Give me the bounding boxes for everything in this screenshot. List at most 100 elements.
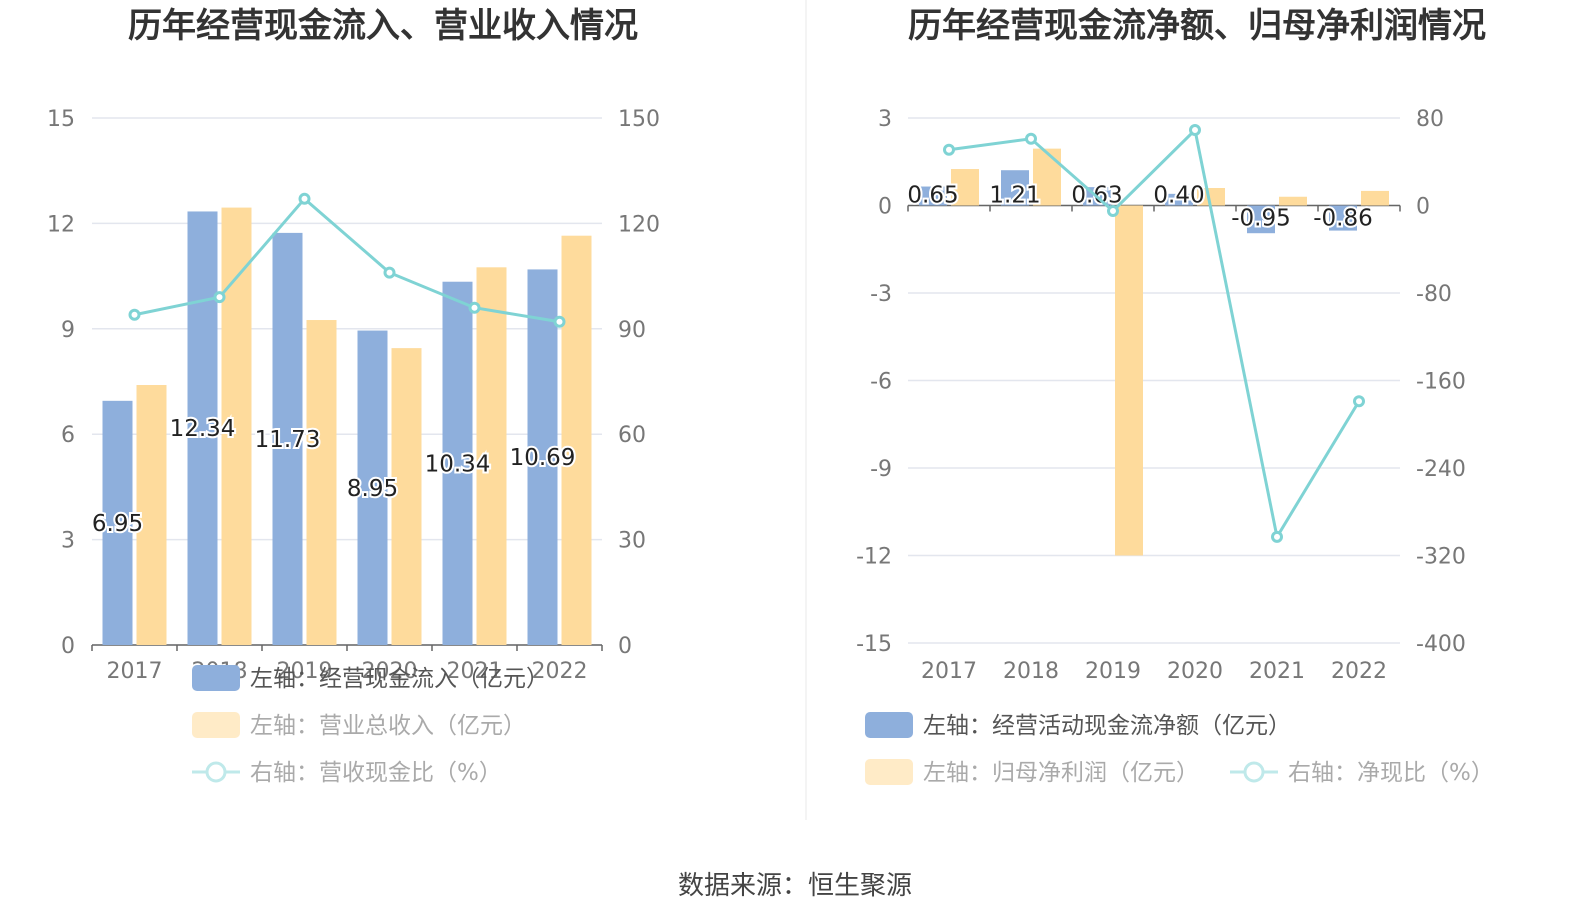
left-axis-tick-label: -3 (870, 282, 892, 307)
chart-left: 历年经营现金流入、营业收入情况 036912150306090120150201… (47, 6, 660, 786)
right-axis-tick-label: -320 (1416, 545, 1466, 570)
bar-orange (221, 207, 252, 645)
bar-blue (357, 330, 388, 645)
legend-swatch-point (205, 761, 227, 783)
line-point (128, 308, 141, 321)
category-label: 2018 (1003, 659, 1059, 684)
line-point (1271, 530, 1283, 543)
legend-label: 左轴：经营现金流入（亿元） (250, 666, 549, 692)
bar-data-label: 10.69 (510, 445, 576, 471)
bar-blue (1165, 193, 1193, 206)
legend-swatch-point (1243, 761, 1265, 783)
right-axis-tick-label: 0 (1416, 195, 1430, 220)
legend-swatch-bar (865, 712, 913, 738)
bar-orange (1197, 188, 1225, 206)
right-axis-tick-label: 0 (618, 634, 632, 659)
line-series-path (948, 127, 1361, 541)
left-axis-tick-label: 3 (61, 529, 75, 554)
bar-blue (919, 186, 947, 206)
right-axis-tick-label: 120 (618, 212, 660, 237)
category-label: 2021 (447, 659, 503, 684)
bar-data-label: 11.73 (255, 427, 321, 453)
legend-swatch-bar (865, 759, 913, 785)
legend-swatch-bar (192, 665, 240, 691)
bar-data-label: -0.86 (1313, 206, 1373, 232)
category-label: 2022 (532, 659, 588, 684)
bar-orange (1279, 196, 1307, 206)
category-label: 2019 (1085, 659, 1141, 684)
line-point (1189, 124, 1201, 137)
chart-right-title: 历年经营现金流净额、归母净利润情况 (908, 6, 1486, 46)
bar-orange (951, 169, 979, 206)
bar-orange (561, 235, 592, 646)
bar-orange (476, 267, 507, 645)
bar-orange (136, 385, 167, 645)
right-axis-tick-label: -160 (1416, 370, 1466, 395)
right-axis-tick-label: 60 (618, 423, 646, 448)
right-axis-tick-label: 150 (618, 107, 660, 132)
left-axis-tick-label: 0 (61, 634, 75, 659)
category-label: 2020 (362, 659, 418, 684)
chart-right: 历年经营现金流净额、归母净利润情况 3 0 -3 -6 -9 -12 -15 80 0 -80 -1… (856, 6, 1494, 786)
left-axis-tick-label: 12 (47, 212, 75, 237)
category-label: 2019 (277, 659, 333, 684)
right-axis-tick-label: -400 (1416, 632, 1466, 657)
legend-swatch-bar (192, 712, 240, 738)
line-point (383, 266, 396, 279)
category-label: 2017 (107, 659, 163, 684)
line-point (1025, 132, 1037, 145)
left-axis-tick-label: 3 (878, 107, 892, 132)
bar-blue (272, 232, 303, 646)
bar-orange (1115, 205, 1143, 556)
line-series-path (134, 196, 560, 324)
line-point (553, 315, 566, 328)
right-axis-tick-label: 30 (618, 529, 646, 554)
legend-label: 右轴：净现比（%） (1288, 760, 1494, 786)
left-axis-tick-label: -15 (856, 632, 892, 657)
bar-blue (527, 269, 558, 645)
left-axis-tick-label: 6 (61, 423, 75, 448)
category-label: 2020 (1167, 659, 1223, 684)
left-axis-tick-label: -6 (870, 370, 892, 395)
bar-data-label: 0.40 (1153, 183, 1204, 209)
legend-label: 左轴：归母净利润（亿元） (923, 760, 1199, 786)
legend-label: 右轴：营收现金比（%） (250, 760, 502, 786)
line-point (468, 301, 481, 314)
bar-data-label: 0.65 (907, 183, 958, 209)
bar-data-label: -0.95 (1231, 206, 1291, 232)
right-axis-tick-label: 80 (1416, 107, 1444, 132)
bar-data-label: 6.95 (92, 511, 143, 537)
legend-label: 左轴：营业总收入（亿元） (250, 713, 526, 739)
line-point (298, 192, 311, 205)
left-axis-tick-label: 0 (878, 195, 892, 220)
bar-blue (1247, 205, 1275, 234)
bar-blue (102, 400, 133, 645)
left-axis-tick-label: -9 (870, 457, 892, 482)
category-label: 2021 (1249, 659, 1305, 684)
line-point (1353, 395, 1365, 408)
right-axis-tick-label: 90 (618, 318, 646, 343)
legend-label: 左轴：经营活动现金流净额（亿元） (923, 713, 1291, 739)
bar-data-label: 12.34 (170, 416, 236, 442)
category-label: 2022 (1331, 659, 1387, 684)
data-source: 数据来源：恒生聚源 (678, 871, 912, 901)
left-axis-tick-label: -12 (856, 545, 892, 570)
chart-left-title: 历年经营现金流入、营业收入情况 (128, 6, 638, 46)
bar-orange (1361, 190, 1389, 206)
right-axis-tick-label: -240 (1416, 457, 1466, 482)
bar-blue (442, 281, 473, 645)
bar-data-label: 1.21 (989, 183, 1040, 209)
bar-blue (1329, 205, 1357, 231)
bar-blue (187, 211, 218, 646)
left-axis-tick-label: 9 (61, 318, 75, 343)
category-label: 2017 (921, 659, 977, 684)
line-point (1107, 204, 1119, 217)
left-axis-tick-label: 15 (47, 107, 75, 132)
bar-orange (391, 348, 422, 645)
line-point (943, 143, 955, 156)
line-point (213, 291, 226, 304)
bar-blue (1001, 170, 1029, 206)
bar-orange (306, 320, 337, 645)
bar-data-label: 8.95 (347, 476, 398, 502)
